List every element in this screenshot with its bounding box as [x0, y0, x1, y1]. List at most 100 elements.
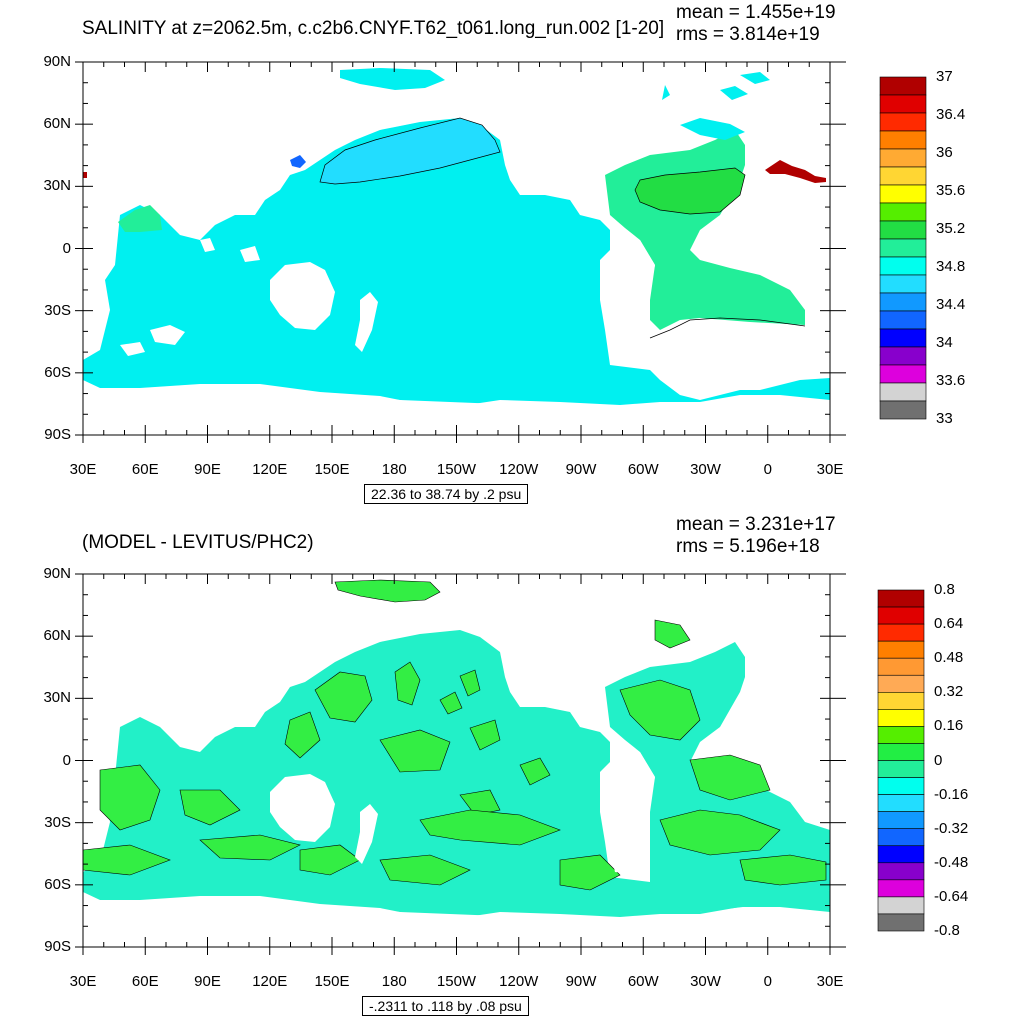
lon-label: 60W	[627, 461, 659, 478]
mediterranean-outflow-region	[765, 160, 826, 183]
bottom-ocean-indopacific	[83, 630, 830, 918]
bottom-info-box: -.2311 to .118 by .08 psu	[362, 996, 529, 1016]
top-info-box: 22.36 to 38.74 by .2 psu	[364, 484, 529, 504]
lon-label: 120W	[499, 973, 539, 990]
lat-label: 90S	[44, 426, 71, 443]
bottom-frame	[82, 573, 831, 948]
west-edge-red	[83, 172, 87, 178]
lat-label: 90S	[44, 938, 71, 955]
subtropical-atlantic-region	[634, 167, 746, 215]
colorbar-box	[879, 166, 927, 186]
colorbar-box	[879, 382, 927, 402]
lon-label: 120E	[252, 973, 288, 990]
lon-label: 180	[381, 461, 407, 478]
lat-label: 30S	[44, 813, 71, 831]
colorbar-box	[877, 828, 925, 847]
colorbar-box	[879, 148, 927, 168]
colorbar-box	[877, 606, 925, 625]
colorbar-box	[879, 400, 927, 420]
lon-label: 90E	[194, 461, 221, 478]
lon-label: 0	[763, 973, 772, 990]
lon-label: 30E	[69, 973, 97, 990]
top-land-antarctica	[83, 390, 830, 435]
lon-label: 30E	[69, 461, 97, 478]
colorbar-label: 34	[936, 334, 953, 351]
colorbar-label: 36	[936, 144, 953, 161]
lon-label: 150E	[314, 461, 350, 478]
bottom-ticks	[75, 573, 846, 955]
colorbar-box	[877, 777, 925, 795]
japan-sea-region	[290, 155, 306, 168]
top-land-islands	[120, 238, 260, 356]
colorbar-label: -0.16	[934, 785, 969, 803]
bottom-rms: rms = 5.196e+18	[676, 536, 820, 557]
colorbar-box	[879, 310, 927, 330]
colorbar-label: 34.8	[936, 258, 966, 275]
colorbar-label: 0.8	[934, 581, 955, 598]
bottom-mean: mean = 3.231e+17	[676, 514, 836, 535]
lon-label: 90W	[565, 973, 597, 990]
colorbar-box	[877, 760, 925, 778]
top-frame	[82, 61, 831, 436]
colorbar-box	[879, 256, 927, 276]
top-ocean-atlantic	[605, 130, 805, 330]
colorbar-box	[877, 845, 925, 864]
lat-label: 0	[62, 751, 71, 769]
colorbar-box	[877, 794, 925, 812]
lat-label: 60S	[44, 875, 71, 893]
top-colorbar	[879, 76, 927, 420]
bottom-land-antarctica	[83, 902, 830, 947]
colorbar-box	[877, 896, 925, 915]
colorbar-label: 35.2	[936, 220, 966, 237]
top-mean: mean = 1.455e+19	[676, 2, 836, 23]
lon-label: 180	[381, 973, 407, 990]
lat-label: 90N	[43, 53, 71, 70]
colorbar-label: 36.4	[936, 106, 966, 123]
south-atlantic-contour	[649, 317, 806, 339]
colorbar-box	[877, 913, 925, 932]
lon-label: 60W	[627, 973, 659, 990]
bottom-arctic-fragment	[334, 579, 441, 603]
colorbar-box	[877, 623, 925, 642]
colorbar-box	[879, 202, 927, 222]
colorbar-box	[877, 862, 925, 881]
colorbar-box	[879, 274, 927, 294]
lat-label: 60S	[44, 363, 71, 381]
colorbar-box	[877, 691, 925, 710]
colorbar-box	[879, 76, 927, 96]
top-field	[83, 68, 830, 435]
colorbar-box	[879, 364, 927, 384]
bottom-title: (MODEL - LEVITUS/PHC2)	[82, 532, 314, 553]
colorbar-box	[877, 589, 925, 608]
lon-label: 150W	[436, 461, 477, 478]
lon-label: 90W	[565, 461, 597, 478]
bottom-land-newzealand	[355, 804, 378, 864]
colorbar-box	[877, 674, 925, 693]
north-pacific-region	[319, 117, 501, 185]
colorbar-label: -0.8	[934, 922, 960, 939]
lon-label: 30W	[690, 461, 721, 478]
bottom-colorbar	[877, 589, 925, 932]
top-ocean-indopacific	[83, 118, 830, 406]
top-ticks	[75, 61, 846, 443]
lon-label: 60E	[131, 973, 159, 990]
top-arctic-fragment	[340, 68, 445, 90]
lat-label: 0	[62, 239, 71, 257]
top-arctic-fragment-2	[662, 72, 770, 140]
colorbar-label: 37	[936, 68, 953, 85]
lat-label: 90N	[43, 565, 71, 582]
lon-label: 150W	[436, 973, 477, 990]
colorbar-box	[879, 292, 927, 312]
colorbar-box	[879, 346, 927, 366]
lat-label: 60N	[43, 627, 71, 645]
colorbar-label: 0.16	[934, 717, 964, 735]
colorbar-label: 34.4	[936, 296, 966, 313]
colorbar-label: 33.6	[936, 372, 966, 389]
lat-label: 30N	[43, 177, 71, 195]
bottom-land-south-america	[605, 752, 655, 874]
top-land-south-america	[605, 240, 655, 362]
top-title: SALINITY at z=2062.5m, c.c2b6.CNYF.T62_t…	[82, 18, 665, 39]
colorbar-label: 35.6	[936, 182, 966, 199]
lon-label: 30E	[816, 973, 844, 990]
